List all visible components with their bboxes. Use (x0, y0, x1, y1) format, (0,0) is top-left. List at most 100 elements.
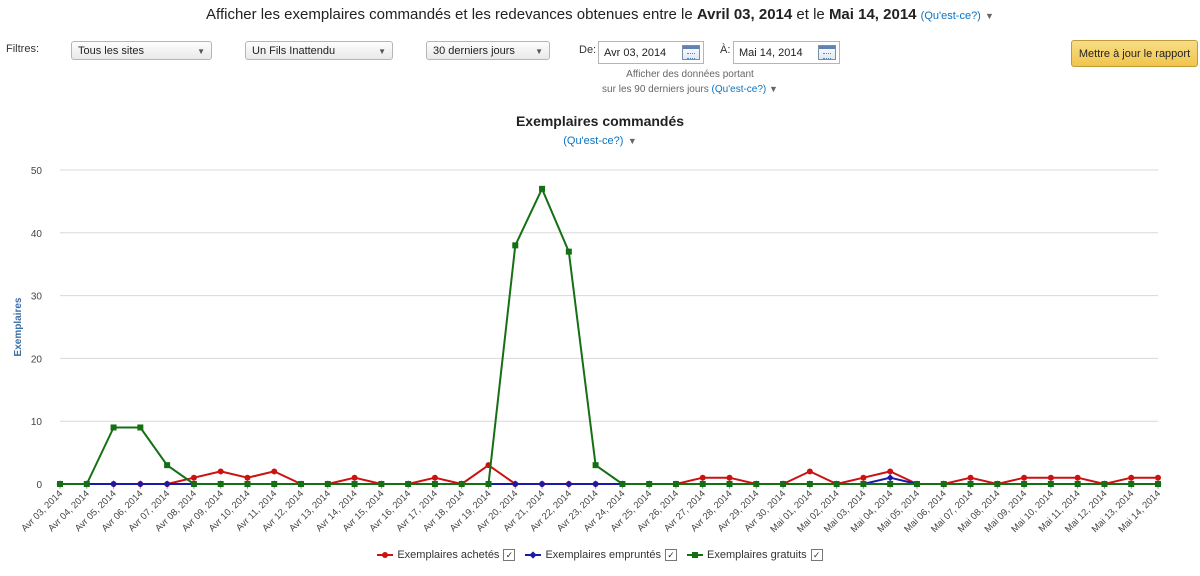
data-point (190, 481, 197, 487)
legend-checkbox[interactable]: ✓ (503, 549, 516, 562)
to-date-input[interactable]: Mai 14, 2014 (733, 41, 840, 64)
data-point (967, 481, 974, 487)
heading-end-date: Mai 14, 2014 (828, 6, 917, 23)
y-tick-label: 40 (31, 229, 43, 240)
data-point (886, 474, 894, 482)
from-date-input[interactable]: Avr 03, 2014 (598, 41, 704, 64)
data-point (244, 474, 251, 481)
filters-label: Filtres: (6, 43, 39, 55)
data-point (780, 481, 787, 487)
data-range-note-text: sur les 90 derniers jours (602, 84, 709, 95)
data-point (244, 481, 251, 487)
data-point (806, 468, 813, 475)
chevron-down-icon: ▼ (197, 47, 205, 56)
data-point (726, 481, 733, 487)
data-point (136, 480, 144, 488)
from-label: De: (579, 44, 597, 56)
data-point (511, 480, 519, 488)
data-point (913, 481, 920, 487)
data-point (806, 481, 813, 487)
data-point (940, 481, 947, 487)
to-date-value: Mai 14, 2014 (739, 47, 803, 59)
legend-label: Exemplaires empruntés (545, 549, 661, 562)
data-point (538, 480, 546, 488)
data-point (324, 481, 331, 487)
data-point (994, 481, 1001, 487)
to-label: À: (720, 44, 731, 56)
y-tick-label: 20 (31, 354, 43, 365)
calendar-icon[interactable] (682, 45, 700, 60)
data-point (110, 480, 118, 488)
data-point (619, 481, 626, 487)
data-point (1047, 481, 1054, 487)
chevron-down-icon[interactable]: ▼ (627, 136, 637, 146)
heading-help-link[interactable]: (Qu'est-ce?) (920, 10, 981, 22)
data-point (672, 481, 679, 487)
data-point (164, 462, 171, 469)
series-line (60, 187, 1158, 485)
data-point (298, 481, 305, 487)
data-point (887, 481, 894, 487)
calendar-icon[interactable] (818, 45, 836, 60)
data-point (699, 481, 706, 487)
data-point (431, 481, 438, 487)
data-point (592, 480, 600, 488)
data-point (137, 424, 144, 431)
data-point (565, 480, 573, 488)
y-tick-label: 50 (31, 166, 43, 177)
data-point (271, 481, 278, 487)
data-range-note: Afficher des données portant (626, 69, 754, 80)
data-point (1155, 481, 1161, 487)
legend-marker-icon (525, 550, 542, 560)
data-point (1074, 481, 1081, 487)
data-point (217, 468, 224, 475)
data-range-help-link[interactable]: (Qu'est-ce?) (711, 84, 767, 95)
legend-checkbox[interactable]: ✓ (810, 549, 823, 562)
chart-title: Exemplaires commandés (515, 113, 685, 129)
legend-label: Exemplaires achetés (397, 549, 500, 562)
data-point (271, 468, 278, 475)
data-point (57, 481, 63, 487)
title-select[interactable]: Un Fils Inattendu ▼ (245, 41, 393, 60)
y-tick-label: 0 (36, 480, 42, 491)
title-select-value: Un Fils Inattendu (252, 45, 336, 57)
chevron-down-icon: ▼ (378, 47, 386, 56)
data-point (753, 481, 760, 487)
data-point (512, 242, 519, 249)
data-point (1101, 481, 1108, 487)
data-point (431, 474, 438, 481)
update-report-button[interactable]: Mettre à jour le rapport (1071, 40, 1198, 67)
data-point (110, 424, 117, 431)
chart-help-link[interactable]: (Qu'est-ce?) (563, 135, 624, 147)
chart-legend: Exemplaires achetés ✓ Exemplaires emprunté… (0, 549, 1200, 562)
site-select[interactable]: Tous les sites ▼ (71, 41, 212, 60)
legend-item[interactable]: Exemplaires gratuits ✓ (687, 549, 823, 562)
period-select[interactable]: 30 derniers jours ▼ (426, 41, 550, 60)
data-point (217, 481, 224, 487)
data-point (163, 480, 171, 488)
legend-item[interactable]: Exemplaires achetés ✓ (377, 549, 516, 562)
heading-start-date: Avril 03, 2014 (696, 6, 793, 23)
data-point (592, 462, 599, 469)
from-date-value: Avr 03, 2014 (604, 47, 667, 59)
period-select-value: 30 derniers jours (433, 45, 515, 57)
heading-mid: et le (796, 6, 825, 23)
data-point (458, 481, 465, 487)
chart-help: (Qu'est-ce?) ▼ (0, 131, 1200, 149)
data-point (1155, 474, 1161, 481)
heading-prefix: Afficher les exemplaires commandés et le… (206, 6, 693, 23)
data-range-note-2: sur les 90 derniers jours (Qu'est-ce?) ▼ (590, 84, 790, 95)
legend-marker-icon (687, 550, 703, 560)
data-point (351, 481, 358, 487)
chevron-down-icon[interactable]: ▼ (985, 11, 994, 21)
data-point (1128, 481, 1135, 487)
y-axis-label: Exemplaires (13, 297, 24, 356)
data-point (565, 248, 572, 255)
data-point (967, 474, 974, 481)
data-point (378, 481, 385, 487)
chevron-down-icon[interactable]: ▼ (769, 84, 778, 94)
legend-label: Exemplaires gratuits (707, 549, 807, 562)
data-point (1128, 474, 1135, 481)
legend-item[interactable]: Exemplaires empruntés ✓ (525, 549, 677, 562)
legend-checkbox[interactable]: ✓ (665, 549, 677, 562)
